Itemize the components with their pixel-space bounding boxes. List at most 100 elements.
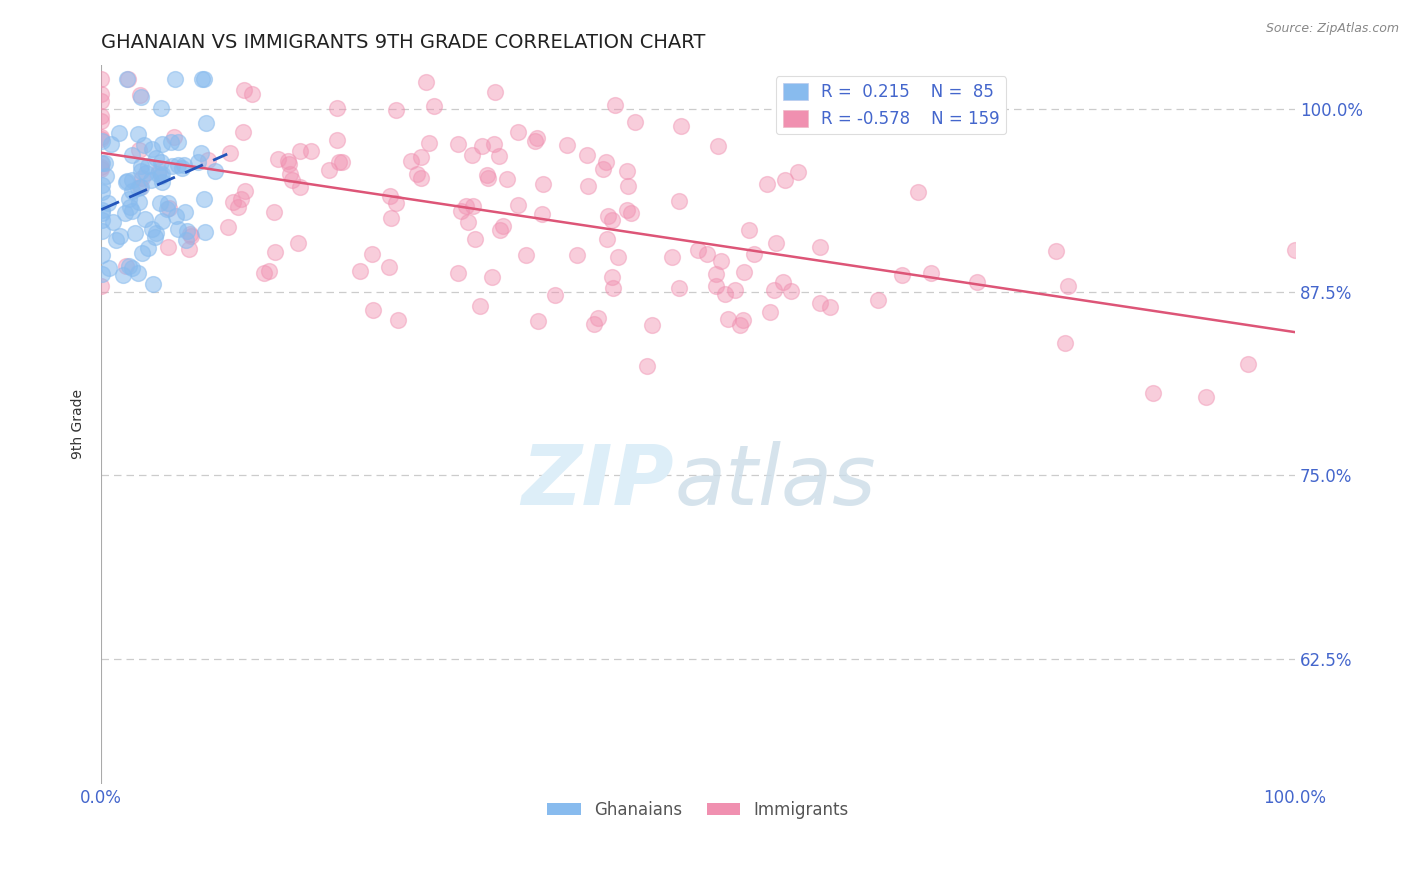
Point bbox=[288, 145, 311, 159]
Point bbox=[1056, 278, 1078, 293]
Point bbox=[128, 143, 150, 157]
Point bbox=[477, 170, 499, 185]
Point bbox=[759, 305, 782, 319]
Point bbox=[101, 214, 124, 228]
Point bbox=[179, 227, 201, 241]
Point bbox=[128, 195, 150, 210]
Point bbox=[167, 158, 190, 172]
Point bbox=[157, 196, 180, 211]
Point bbox=[387, 313, 409, 327]
Point bbox=[762, 283, 785, 297]
Point bbox=[91, 156, 114, 170]
Point bbox=[129, 87, 152, 102]
Point bbox=[866, 293, 889, 307]
Point bbox=[818, 300, 841, 314]
Point bbox=[595, 155, 617, 169]
Point bbox=[576, 148, 599, 162]
Point bbox=[290, 180, 312, 194]
Point bbox=[583, 318, 606, 332]
Point bbox=[167, 136, 190, 150]
Point bbox=[150, 137, 173, 152]
Point bbox=[114, 206, 136, 220]
Point bbox=[127, 266, 149, 280]
Point bbox=[204, 163, 226, 178]
Point bbox=[90, 278, 112, 293]
Point bbox=[152, 175, 174, 189]
Point bbox=[91, 248, 114, 262]
Point bbox=[471, 139, 494, 153]
Point bbox=[808, 240, 831, 254]
Point bbox=[138, 241, 160, 255]
Point bbox=[90, 87, 112, 102]
Point bbox=[150, 154, 173, 169]
Point bbox=[620, 206, 643, 220]
Point bbox=[277, 153, 299, 168]
Point bbox=[129, 90, 152, 104]
Point bbox=[506, 125, 529, 139]
Point bbox=[131, 246, 153, 260]
Point bbox=[586, 310, 609, 325]
Point bbox=[120, 200, 142, 214]
Point bbox=[117, 72, 139, 87]
Point bbox=[90, 156, 112, 170]
Point bbox=[174, 233, 197, 247]
Point bbox=[180, 228, 202, 243]
Point bbox=[146, 167, 169, 181]
Point bbox=[134, 211, 156, 226]
Point bbox=[117, 174, 139, 188]
Point bbox=[636, 359, 658, 373]
Point bbox=[377, 260, 399, 274]
Point bbox=[524, 134, 547, 148]
Point bbox=[157, 240, 180, 254]
Point bbox=[464, 232, 486, 246]
Point bbox=[460, 148, 482, 162]
Point bbox=[738, 222, 761, 236]
Point bbox=[118, 260, 141, 274]
Point bbox=[174, 205, 197, 219]
Point bbox=[1142, 385, 1164, 400]
Point bbox=[94, 156, 117, 170]
Point bbox=[1054, 336, 1077, 351]
Point bbox=[90, 162, 112, 177]
Point bbox=[385, 103, 408, 117]
Point bbox=[349, 264, 371, 278]
Point bbox=[780, 284, 803, 298]
Point bbox=[127, 128, 149, 142]
Point bbox=[1236, 357, 1258, 371]
Point bbox=[281, 172, 304, 186]
Point bbox=[91, 134, 114, 148]
Point bbox=[150, 167, 173, 181]
Point bbox=[141, 142, 163, 156]
Point bbox=[179, 242, 201, 256]
Point bbox=[765, 236, 787, 251]
Point bbox=[100, 136, 122, 151]
Point bbox=[91, 267, 114, 281]
Text: Source: ZipAtlas.com: Source: ZipAtlas.com bbox=[1265, 22, 1399, 36]
Point bbox=[688, 243, 710, 257]
Point bbox=[108, 126, 131, 140]
Point bbox=[287, 235, 309, 250]
Point bbox=[489, 223, 512, 237]
Point bbox=[707, 139, 730, 153]
Point bbox=[97, 196, 120, 211]
Point bbox=[411, 150, 433, 164]
Point bbox=[299, 144, 322, 158]
Point bbox=[318, 163, 340, 178]
Point bbox=[1195, 390, 1218, 404]
Point bbox=[129, 180, 152, 194]
Point bbox=[142, 277, 165, 292]
Point bbox=[218, 145, 240, 160]
Point bbox=[129, 159, 152, 173]
Point bbox=[121, 184, 143, 198]
Point bbox=[90, 132, 112, 146]
Point bbox=[253, 266, 276, 280]
Point bbox=[966, 275, 988, 289]
Point bbox=[94, 169, 117, 184]
Point bbox=[607, 251, 630, 265]
Point bbox=[132, 137, 155, 152]
Point bbox=[696, 246, 718, 260]
Point bbox=[135, 166, 157, 180]
Point bbox=[131, 171, 153, 186]
Point bbox=[149, 196, 172, 211]
Point bbox=[641, 318, 664, 333]
